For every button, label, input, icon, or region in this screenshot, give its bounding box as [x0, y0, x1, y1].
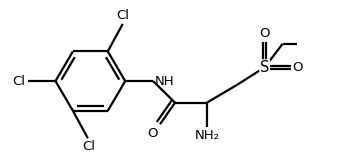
Text: Cl: Cl [12, 75, 26, 88]
Text: O: O [293, 61, 303, 74]
Text: S: S [260, 60, 269, 75]
Text: NH: NH [155, 75, 175, 88]
Text: NH₂: NH₂ [194, 129, 219, 142]
Text: O: O [260, 27, 270, 40]
Text: Cl: Cl [82, 140, 95, 153]
Text: O: O [148, 127, 158, 140]
Text: Cl: Cl [116, 9, 129, 22]
